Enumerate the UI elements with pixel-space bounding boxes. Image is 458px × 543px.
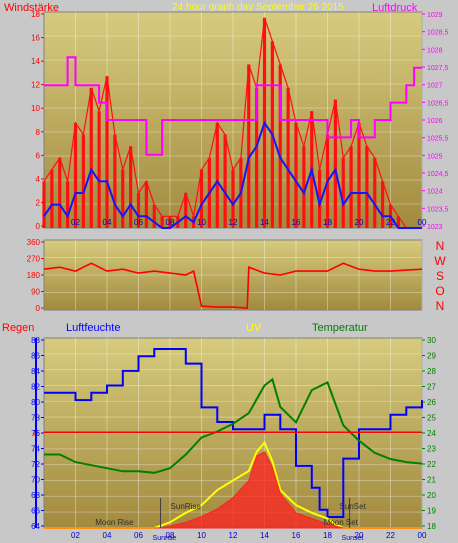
y-left-tick-label: 4 [36, 175, 41, 184]
y-right-tick-label: 19 [427, 507, 436, 516]
y-right-tick-label: 1025,5 [427, 136, 449, 143]
sunrise-label: SunRise [171, 502, 202, 511]
temperature-axis-title: Temperatur [312, 322, 368, 334]
y-right-tick-label: 30 [427, 336, 436, 345]
y-right-tick-label: 1028 [427, 47, 443, 54]
y-right-tick-label: 1026,5 [427, 100, 449, 107]
x-tick-label: 18 [323, 218, 332, 227]
compass-direction-label: O [435, 284, 444, 298]
wind-axis-title: Windstärke [4, 2, 59, 14]
pressure-line [44, 56, 422, 156]
y-left-tick-label: 14 [31, 57, 40, 66]
y-left-tick-label: 12 [31, 81, 40, 90]
moonset-label: Moon Set [324, 518, 359, 527]
x-tick-label: 12 [229, 218, 238, 227]
wind-direction-line [43, 262, 423, 309]
x-tick-label: 14 [260, 218, 269, 227]
x-tick-label: 02 [71, 218, 80, 227]
y-left-tick-label: 8 [36, 128, 41, 137]
y-left-tick-label: 6 [36, 151, 41, 160]
compass-direction-label: N [436, 299, 445, 313]
uv-index-line [44, 440, 422, 529]
y-right-tick-label: 1025 [427, 153, 443, 160]
x-tick-label: 00 [418, 218, 427, 227]
compass-direction-label: W [434, 254, 446, 268]
compass-direction-label: N [436, 239, 445, 253]
x-tick-label: 10 [197, 531, 206, 540]
y-right-tick-label: 1024 [427, 189, 443, 196]
y-right-tick-label: 28 [427, 367, 436, 376]
y-right-tick-label: 22 [427, 460, 436, 469]
y-right-tick-label: 25 [427, 414, 436, 423]
graph-title: 24 hour graph day September 26 2015 [172, 2, 344, 13]
y-right-tick-label: 1028,5 [427, 30, 449, 37]
y-left-tick-label: 0 [36, 222, 41, 231]
y-right-tick-label: 24 [427, 429, 436, 438]
y-left-tick-label: 18 [31, 10, 40, 19]
x-tick-label: 04 [103, 531, 112, 540]
humidity-line [44, 348, 423, 518]
y-left-tick-label: 2 [36, 198, 41, 207]
moonrise-label: Moon Rise [95, 518, 134, 527]
y-right-tick-label: 18 [427, 522, 436, 531]
x-tick-label: 18 [323, 531, 332, 540]
sunrise-time-label: Sunrise [153, 535, 177, 542]
y-left-tick-label: 10 [31, 104, 40, 113]
x-tick-label: 08 [166, 218, 175, 227]
x-tick-label: 16 [292, 218, 301, 227]
x-tick-label: 00 [418, 531, 427, 540]
x-tick-label: 02 [71, 531, 80, 540]
x-tick-label: 06 [134, 218, 143, 227]
y-left-tick-label: 180 [27, 271, 41, 280]
x-tick-label: 20 [355, 218, 364, 227]
y-right-tick-label: 21 [427, 476, 436, 485]
y-right-tick-label: 1023,5 [427, 206, 449, 213]
y-right-tick-label: 1029 [427, 12, 443, 19]
y-right-tick-label: 1023 [427, 224, 443, 231]
x-tick-label: 12 [229, 531, 238, 540]
humidity-temperature-panel: 0 88868482807876747270686664 30292827262… [31, 336, 436, 542]
y-left-tick-label: 360 [27, 238, 41, 247]
x-tick-label: 06 [134, 531, 143, 540]
y-right-tick-label: 1027,5 [427, 65, 449, 72]
y-left-tick-label: 0 [36, 304, 41, 313]
pressure-axis-title: Luftdruck [372, 2, 418, 14]
y-right-tick-label: 1026 [427, 118, 443, 125]
y-right-tick-label: 20 [427, 491, 436, 500]
sunset-label: SunSet [340, 502, 367, 511]
wind-average-line [43, 120, 422, 229]
x-tick-label: 08 [166, 531, 175, 540]
rain-axis-title: Regen [2, 322, 34, 334]
solar-radiation-area [44, 451, 422, 529]
uv-axis-title: UV [246, 322, 262, 334]
x-tick-label: 10 [197, 218, 206, 227]
x-tick-label: 22 [386, 531, 395, 540]
x-tick-label: 22 [386, 218, 395, 227]
y-right-tick-label: 26 [427, 398, 436, 407]
direction-plot-area [43, 239, 423, 311]
y-right-tick-label: 1027 [427, 83, 443, 90]
y-right-tick-label: 27 [427, 383, 436, 392]
y-left-tick-label: 90 [31, 288, 40, 297]
temperature-line [44, 377, 423, 474]
compass-direction-label: S [436, 269, 444, 283]
x-tick-label: 20 [355, 531, 364, 540]
y-right-tick-label: 29 [427, 352, 436, 361]
sunset-time-label: Sunset [342, 535, 364, 542]
y-right-tick-label: 1024,5 [427, 171, 449, 178]
x-tick-label: 14 [260, 531, 269, 540]
y-right-tick-label: 23 [427, 445, 436, 454]
humidity-axis-title: Luftfeuchte [66, 322, 120, 334]
x-tick-label: 04 [103, 218, 112, 227]
x-tick-label: 16 [292, 531, 301, 540]
y-left-tick-label: 16 [31, 34, 40, 43]
y-left-tick-label: 270 [27, 255, 41, 264]
